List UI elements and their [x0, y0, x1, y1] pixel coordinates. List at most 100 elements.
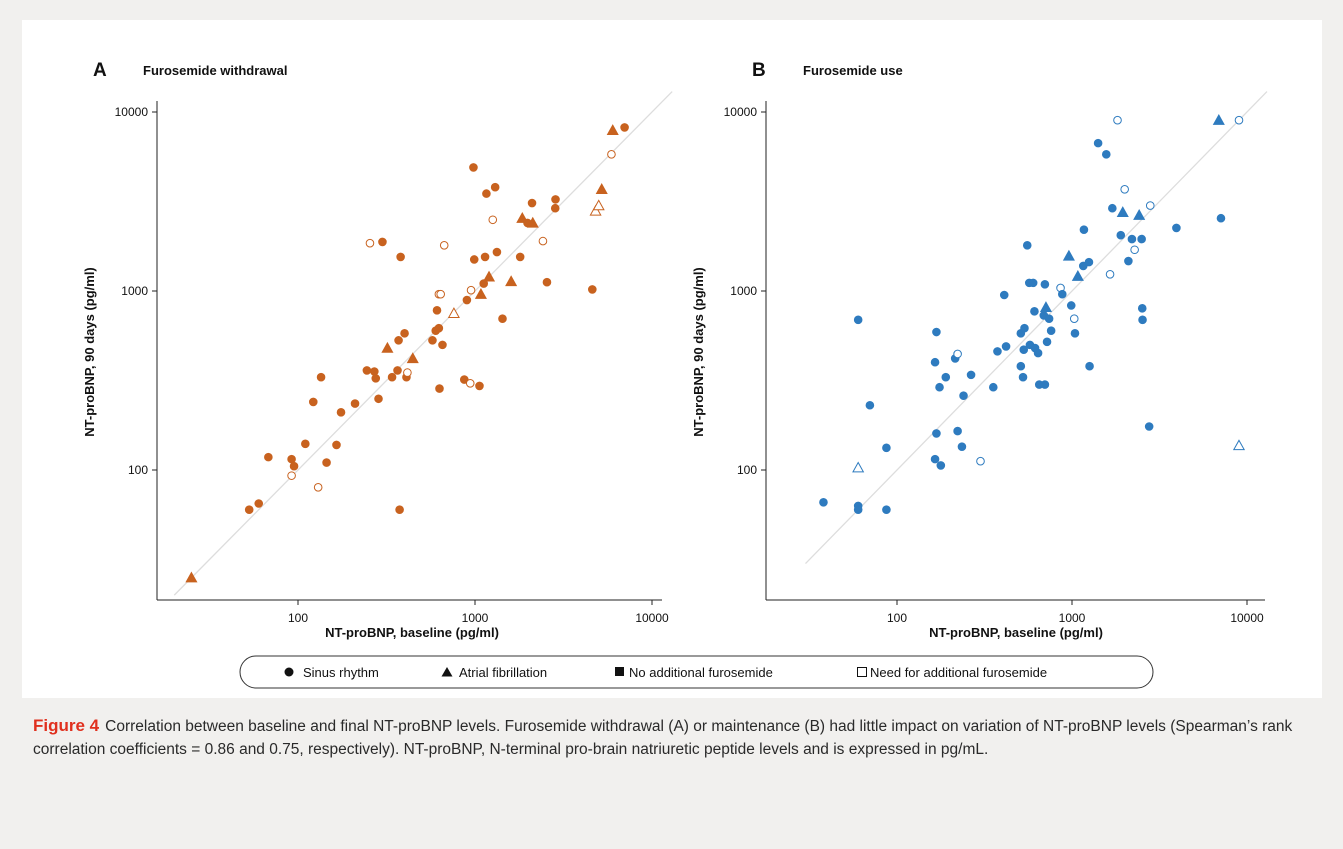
data-point-sinus-rhythm	[988, 382, 998, 392]
panel-b-x-ticks: 100 1000 10000	[887, 600, 1264, 625]
x-tick-label: 1000	[1059, 611, 1086, 625]
data-point-sinus-rhythm	[1137, 234, 1146, 244]
panel-b-y-axis-label: NT-proBNP, 90 days (pg/ml)	[691, 267, 706, 437]
data-point-sinus-rhythm	[1137, 304, 1147, 313]
data-point-sinus-rhythm	[465, 379, 475, 388]
data-point-sinus-rhythm	[853, 505, 863, 515]
data-point-atrial-fibrillation	[592, 199, 605, 211]
data-point-sinus-rhythm	[1030, 307, 1039, 316]
panel-b-x-axis-label: NT-proBNP, baseline (pg/ml)	[929, 625, 1103, 640]
data-point-sinus-rhythm	[935, 382, 944, 392]
data-point-sinus-rhythm	[469, 255, 479, 264]
data-point-sinus-rhythm	[1019, 345, 1029, 354]
data-point-sinus-rhythm	[313, 483, 323, 492]
data-point-sinus-rhythm	[1022, 241, 1032, 250]
x-tick-label: 1000	[462, 611, 489, 625]
data-point-atrial-fibrillation	[526, 216, 539, 228]
legend-square-open-icon	[857, 667, 867, 677]
data-point-atrial-fibrillation	[589, 204, 602, 216]
data-point-sinus-rhythm	[365, 238, 375, 248]
data-point-atrial-fibrillation	[482, 270, 496, 282]
panel-a-title: Furosemide withdrawal	[143, 63, 287, 78]
data-point-sinus-rhythm	[1105, 269, 1115, 279]
data-point-sinus-rhythm	[462, 295, 472, 305]
data-point-sinus-rhythm	[957, 442, 967, 451]
legend-triangle-filled-icon	[441, 667, 453, 677]
data-point-sinus-rhythm	[1016, 361, 1026, 371]
data-point-sinus-rhythm	[301, 439, 310, 449]
data-point-atrial-fibrillation	[1116, 206, 1129, 218]
data-point-sinus-rhythm	[400, 329, 409, 338]
data-point-atrial-fibrillation	[1212, 113, 1225, 125]
data-point-atrial-fibrillation	[1071, 269, 1084, 281]
data-point-sinus-rhythm	[1044, 314, 1054, 324]
x-tick-label: 10000	[1230, 611, 1264, 625]
data-point-sinus-rhythm	[999, 290, 1009, 300]
y-tick-label: 100	[128, 463, 148, 477]
data-point-sinus-rhythm	[492, 247, 502, 257]
data-point-sinus-rhythm	[953, 349, 962, 359]
data-point-atrial-fibrillation	[185, 571, 198, 583]
data-point-atrial-fibrillation	[381, 341, 394, 353]
legend-circle-filled-icon	[284, 667, 294, 677]
data-point-sinus-rhythm	[244, 505, 254, 515]
data-point-sinus-rhythm	[370, 367, 379, 376]
data-point-sinus-rhythm	[396, 252, 405, 262]
data-point-sinus-rhythm	[435, 384, 444, 393]
legend-item-no-additional-furosemide: No additional furosemide	[629, 665, 773, 680]
data-point-sinus-rhythm	[1101, 150, 1111, 159]
data-point-sinus-rhythm	[1084, 257, 1094, 267]
data-point-sinus-rhythm	[469, 163, 478, 172]
panel-a-y-ticks: 100 1000 10000	[115, 105, 157, 477]
data-point-sinus-rhythm	[287, 454, 296, 464]
data-point-sinus-rhythm	[264, 452, 273, 462]
legend-item-atrial-fibrillation: Atrial fibrillation	[459, 665, 547, 680]
data-point-atrial-fibrillation	[474, 287, 487, 299]
data-point-atrial-fibrillation	[447, 307, 460, 319]
data-point-sinus-rhythm	[1020, 323, 1029, 333]
legend-item-need-for-additional-furosemide: Need for additional furosemide	[870, 665, 1047, 680]
data-point-sinus-rhythm	[1028, 278, 1038, 288]
data-point-sinus-rhythm	[1116, 230, 1126, 240]
data-point-sinus-rhythm	[1120, 184, 1129, 194]
data-point-sinus-rhythm	[394, 336, 403, 345]
data-point-sinus-rhythm	[480, 252, 490, 262]
data-point-sinus-rhythm	[1033, 348, 1043, 358]
y-tick-label: 100	[737, 463, 757, 477]
figure-background	[22, 20, 1322, 698]
panel-b: B Furosemide use 100 1000 10000 1001000100…	[691, 60, 1268, 640]
x-tick-label: 100	[288, 611, 308, 625]
data-point-sinus-rhythm	[393, 366, 402, 375]
data-point-sinus-rhythm	[332, 440, 341, 450]
data-point-sinus-rhythm	[439, 241, 449, 250]
data-point-atrial-fibrillation	[1062, 249, 1075, 261]
data-point-sinus-rhythm	[976, 456, 985, 466]
data-point-sinus-rhythm	[395, 505, 404, 515]
data-point-sinus-rhythm	[1079, 225, 1089, 235]
y-tick-label: 10000	[115, 105, 149, 119]
data-point-sinus-rhythm	[930, 357, 940, 367]
data-point-sinus-rhythm	[542, 277, 552, 287]
data-point-sinus-rhythm	[466, 285, 476, 295]
data-point-sinus-rhythm	[882, 505, 891, 515]
data-point-sinus-rhythm	[403, 368, 412, 377]
y-tick-label: 10000	[724, 105, 758, 119]
data-point-sinus-rhythm	[1070, 329, 1080, 338]
data-point-sinus-rhythm	[362, 366, 372, 375]
data-point-sinus-rhythm	[1127, 234, 1137, 244]
data-point-sinus-rhythm	[588, 285, 597, 294]
data-point-sinus-rhythm	[387, 372, 397, 382]
data-point-sinus-rhythm	[620, 123, 629, 132]
data-point-sinus-rhythm	[378, 237, 387, 247]
data-point-sinus-rhythm	[953, 426, 962, 436]
panel-a-y-axis-label: NT-proBNP, 90 days (pg/ml)	[82, 267, 97, 437]
data-point-atrial-fibrillation	[606, 124, 619, 135]
data-point-sinus-rhythm	[1130, 245, 1139, 255]
data-point-sinus-rhythm	[1066, 301, 1076, 310]
data-point-sinus-rhythm	[1018, 372, 1028, 382]
data-point-sinus-rhythm	[1108, 203, 1117, 213]
data-point-sinus-rhythm	[515, 252, 525, 262]
data-point-sinus-rhythm	[371, 374, 381, 383]
data-point-atrial-fibrillation	[406, 352, 419, 364]
